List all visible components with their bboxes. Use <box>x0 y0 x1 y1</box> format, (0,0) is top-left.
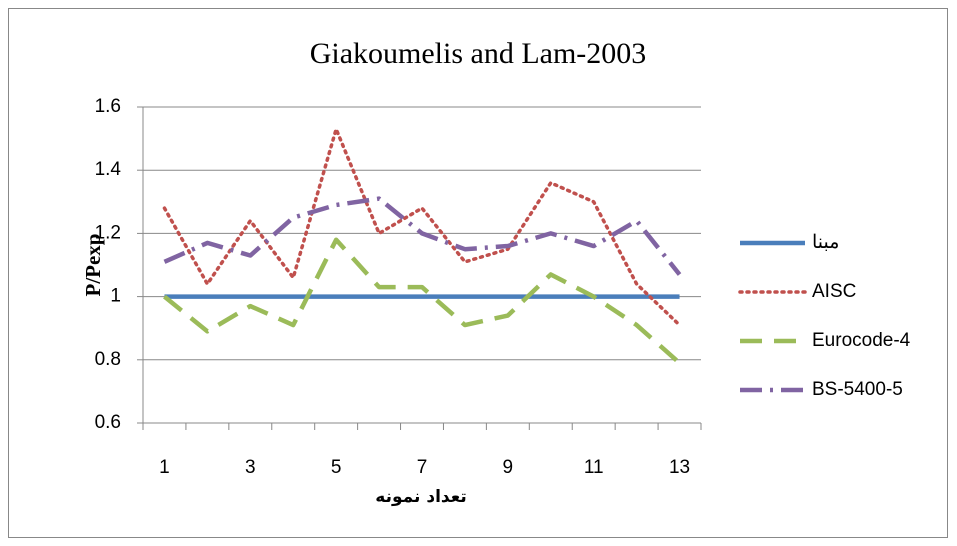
y-axis-title: P/Pexp <box>81 234 105 297</box>
x-tick-label: 9 <box>503 457 514 478</box>
series-line <box>163 237 682 365</box>
legend-label: AISC <box>812 281 856 302</box>
x-tick-label: 11 <box>584 457 604 478</box>
x-tick-label: 1 <box>159 457 170 478</box>
legend-label: BS-5400-5 <box>812 379 903 400</box>
y-tick-label: 1.6 <box>95 96 121 117</box>
y-tick-label: 1.2 <box>95 222 121 243</box>
x-tick-label: 5 <box>331 457 342 478</box>
legend-label: Eurocode-4 <box>812 330 911 351</box>
y-tick-label: 0.8 <box>95 349 121 370</box>
chart-border <box>8 8 948 538</box>
legend-label: مبنا <box>812 232 839 253</box>
y-tick-label: 1.4 <box>95 159 122 180</box>
x-tick-label: 13 <box>669 457 690 478</box>
x-axis-title: تعداد نمونه <box>375 487 466 507</box>
series-line <box>162 127 682 327</box>
x-tick-label: 3 <box>245 457 256 478</box>
y-tick-label: 1 <box>110 286 121 307</box>
x-tick-label: 7 <box>417 457 428 478</box>
y-tick-label: 0.6 <box>95 412 121 433</box>
series-line <box>163 196 682 276</box>
chart-title: Giakoumelis and Lam-2003 <box>310 37 647 70</box>
